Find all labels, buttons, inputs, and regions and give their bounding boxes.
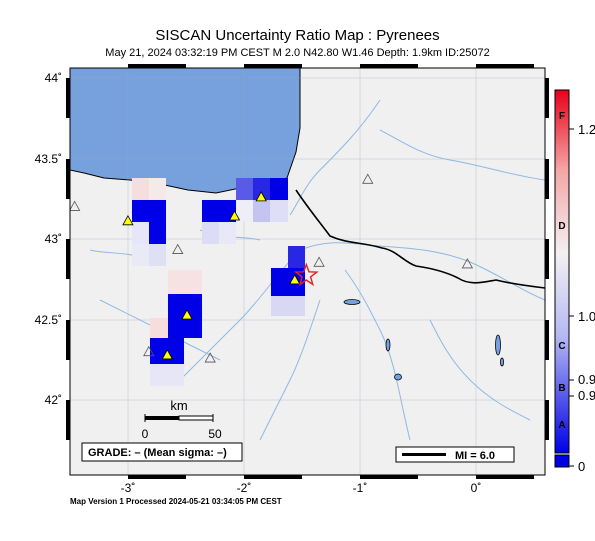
lat-tick-label: 43˚ [45, 232, 62, 246]
station-triangle-active [255, 191, 267, 202]
mi-text: MI = 6.0 [455, 450, 495, 462]
station-triangle-inactive [461, 258, 474, 269]
station-triangle-active [228, 210, 241, 221]
map-version-footer: Map Version 1 Processed 2024-05-21 03:34… [70, 497, 282, 506]
mi-box: MI = 6.0 [395, 446, 515, 463]
scale-unit: km [170, 398, 187, 413]
grade-box: GRADE: – (Mean sigma: –) [81, 442, 243, 462]
lat-tick-label: 44˚ [45, 71, 62, 85]
epicenter-star [293, 262, 319, 287]
lon-tick-label: 0˚ [471, 481, 482, 495]
lon-tick-label: -3˚ [121, 481, 136, 495]
frame-ticks [66, 64, 549, 479]
station-triangle-active [181, 309, 193, 320]
active-stations [122, 191, 301, 360]
colorbar-value: 1.0 [578, 309, 595, 324]
map-title: SISCAN Uncertainty Ratio Map : Pyrenees [155, 27, 440, 44]
colorbar: F D C B A 1.2 1.0 0.9 0.9 0 [554, 89, 595, 474]
lat-tick-label: 42˚ [45, 393, 62, 407]
station-triangle-inactive [143, 345, 155, 357]
inactive-stations [70, 173, 474, 363]
scale-label-end: 50 [208, 427, 222, 441]
colorbar-value: 1.2 [578, 122, 595, 137]
station-triangle-active [161, 349, 173, 360]
event-subtitle: May 21, 2024 03:32:19 PM CEST M 2.0 N42.… [105, 47, 490, 59]
station-triangle-inactive [172, 243, 184, 254]
lat-tick-label: 42.5˚ [35, 313, 62, 327]
colorbar-grade-a: A [558, 420, 565, 431]
grade-text: GRADE: – (Mean sigma: –) [88, 447, 227, 459]
lakes [343, 299, 504, 381]
colorbar-value: 0.9 [578, 372, 595, 387]
station-triangle-inactive [70, 200, 81, 211]
colorbar-grade-d: D [558, 221, 565, 232]
lat-tick-label: 43.5˚ [35, 152, 62, 166]
station-triangle-active [122, 214, 134, 226]
scale-label-start: 0 [142, 427, 149, 441]
lon-tick-label: -1˚ [353, 481, 368, 495]
station-triangle-inactive [362, 173, 374, 184]
colorbar-value: 0.9 [578, 388, 595, 403]
country-border [295, 189, 545, 289]
colorbar-grade-b: B [558, 383, 565, 394]
sea-area [70, 68, 301, 194]
colorbar-value: 0 [578, 459, 585, 474]
station-triangle-active [289, 274, 301, 285]
station-triangle-inactive [313, 256, 325, 267]
epicenter [293, 262, 319, 287]
lon-tick-label: -2˚ [237, 481, 252, 495]
colorbar-grade-c: C [558, 341, 565, 352]
colorbar-grade-f: F [559, 111, 565, 122]
scale-bar: km 0 50 [142, 398, 222, 441]
station-triangle-inactive [204, 352, 216, 363]
